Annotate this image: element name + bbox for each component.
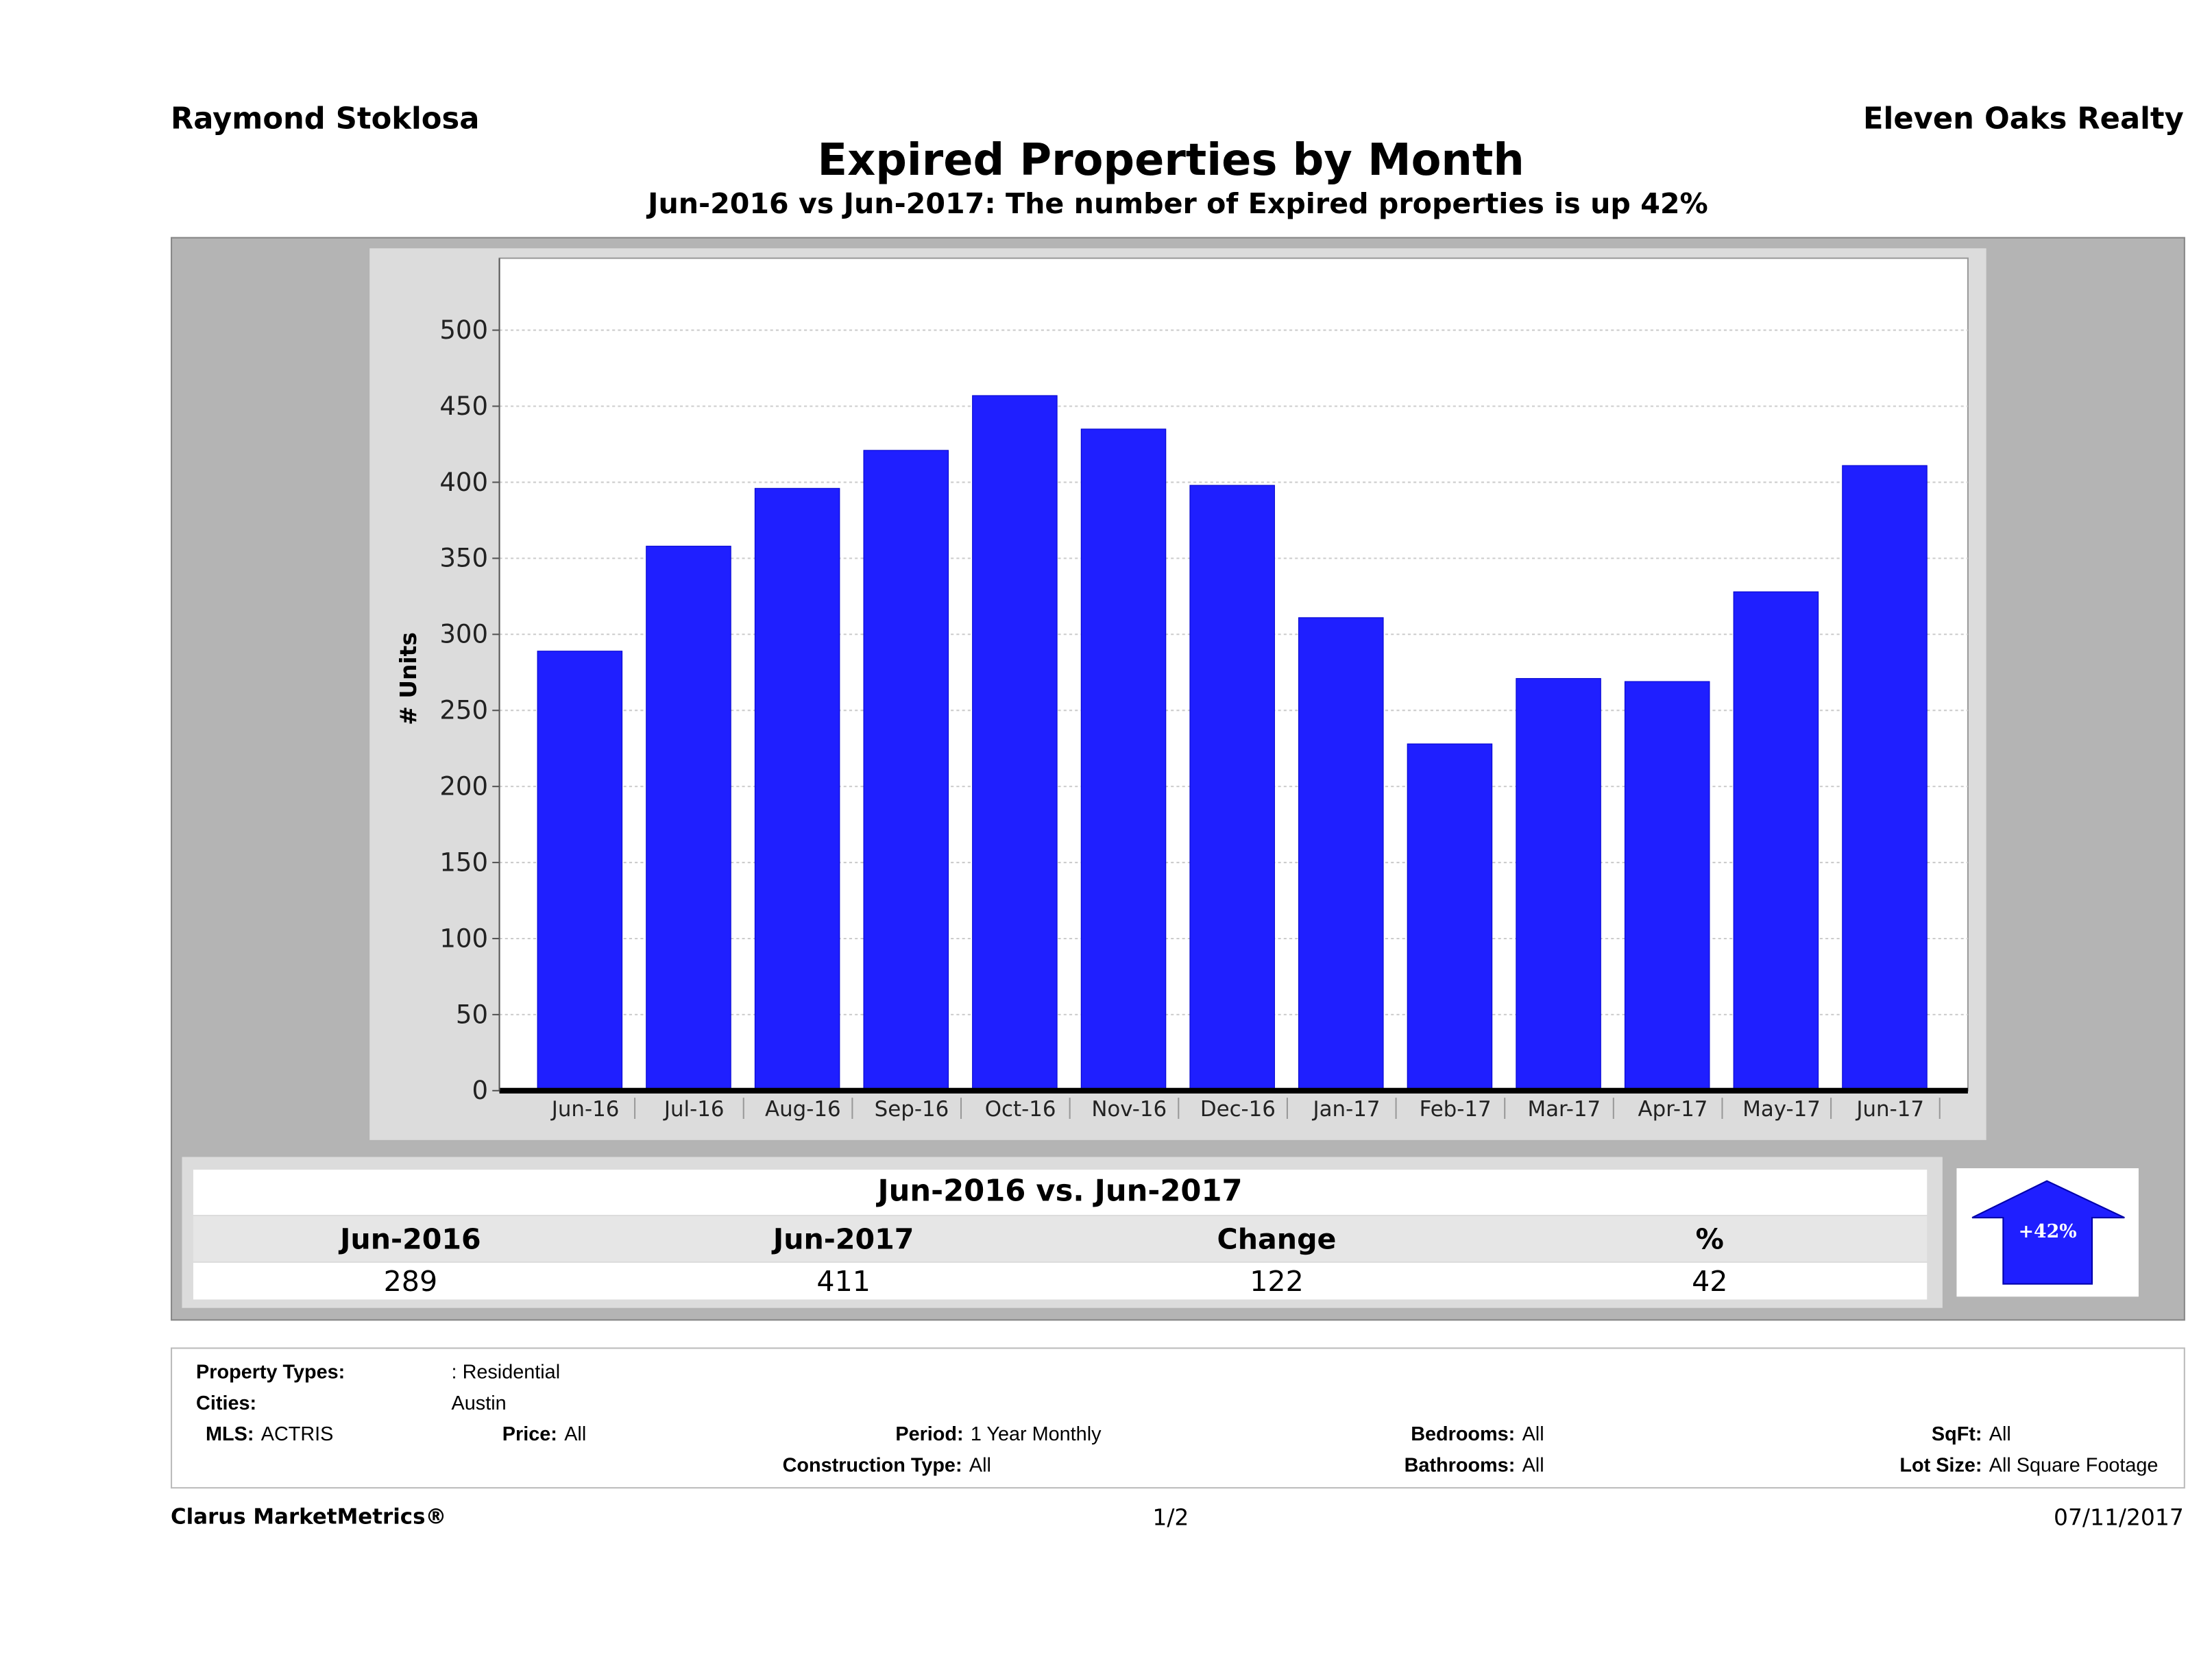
filter-criteria: Property Types: : Residential Cities: Au… xyxy=(171,1347,2185,1489)
bathrooms-filter: Bathrooms: All xyxy=(1405,1453,1544,1476)
y-tick-label: 200 xyxy=(439,771,488,801)
bar-jun-17 xyxy=(1842,465,1928,1091)
y-tick-label: 500 xyxy=(439,315,488,345)
value-jun-2017: 411 xyxy=(816,1264,871,1298)
y-tick-label: 400 xyxy=(439,468,488,497)
x-tick-label: Jan-17 xyxy=(1312,1097,1381,1122)
sqft-filter: SqFt: All xyxy=(1932,1422,2011,1445)
bar-dec-16 xyxy=(1189,485,1275,1091)
construction-type-filter: Construction Type: All xyxy=(783,1453,991,1476)
lot-size-label: Lot Size: xyxy=(1899,1453,1982,1476)
mls-label: MLS: xyxy=(206,1422,254,1445)
bar-feb-17 xyxy=(1407,743,1493,1091)
summary-header-row: Jun-2016 Jun-2017 Change % xyxy=(193,1216,1928,1261)
bar-mar-17 xyxy=(1516,678,1601,1091)
col-header-jun-2016: Jun-2016 xyxy=(340,1222,481,1256)
bedrooms-value: All xyxy=(1522,1422,1544,1445)
x-tick-label: Apr-17 xyxy=(1638,1097,1708,1122)
brokerage-name: Eleven Oaks Realty xyxy=(1863,101,2184,136)
construction-type-label: Construction Type: xyxy=(782,1453,962,1476)
y-tick-label: 350 xyxy=(439,544,488,573)
report-date: 07/11/2017 xyxy=(2053,1503,2184,1531)
cities-value: Austin xyxy=(451,1391,507,1414)
sqft-value: All xyxy=(1989,1422,2011,1445)
property-types-label: Property Types: xyxy=(196,1360,345,1383)
change-badge-label: +42% xyxy=(2018,1222,2077,1244)
bar-jan-17 xyxy=(1298,617,1384,1091)
bathrooms-label: Bathrooms: xyxy=(1404,1453,1516,1476)
agent-name: Raymond Stoklosa xyxy=(171,101,480,136)
price-value: All xyxy=(564,1422,587,1445)
value-percent: 42 xyxy=(1692,1264,1728,1298)
bedrooms-label: Bedrooms: xyxy=(1411,1422,1516,1445)
bar-chart: 0 50 100 150 200 250 300 350 400 450 500 # Units Jun… xyxy=(395,257,1969,1122)
period-label: Period: xyxy=(895,1422,964,1445)
y-tick-label: 150 xyxy=(439,847,488,877)
y-tick-label: 300 xyxy=(439,620,488,649)
mls-value: ACTRIS xyxy=(260,1422,334,1445)
x-tick-label: Mar-17 xyxy=(1527,1097,1601,1122)
mls-filter: MLS: ACTRIS xyxy=(206,1422,334,1445)
bar-jul-16 xyxy=(646,546,731,1091)
col-header-percent: % xyxy=(1695,1222,1724,1256)
lot-size-filter: Lot Size: All Square Footage xyxy=(1899,1453,2159,1476)
cities-label: Cities: xyxy=(196,1391,257,1414)
bar-jun-16 xyxy=(537,651,623,1091)
bar-nov-16 xyxy=(1080,428,1167,1091)
bar-aug-16 xyxy=(754,487,840,1091)
change-badge: +42% xyxy=(1956,1168,2139,1297)
col-header-change: Change xyxy=(1217,1222,1337,1256)
y-tick-label: 50 xyxy=(456,1000,488,1029)
col-header-jun-2017: Jun-2017 xyxy=(773,1222,914,1256)
summary-heading-row: Jun-2016 vs. Jun-2017 xyxy=(193,1170,1928,1215)
x-tick-label: May-17 xyxy=(1742,1097,1821,1122)
page-number: 1/2 xyxy=(1152,1503,1189,1531)
lot-size-value: All Square Footage xyxy=(1989,1453,2159,1476)
page-title: Expired Properties by Month xyxy=(817,135,1524,186)
price-filter: Price: All xyxy=(502,1422,587,1445)
period-filter: Period: 1 Year Monthly xyxy=(895,1422,1102,1445)
bar-sep-16 xyxy=(863,450,949,1091)
x-tick-label: Jul-16 xyxy=(663,1097,725,1122)
x-tick-label: Feb-17 xyxy=(1420,1097,1492,1122)
x-tick-label: Aug-16 xyxy=(765,1097,841,1122)
bar-may-17 xyxy=(1733,591,1819,1091)
y-tick-label: 0 xyxy=(472,1076,489,1105)
y-tick-label: 450 xyxy=(439,391,488,421)
sqft-label: SqFt: xyxy=(1931,1422,1982,1445)
page-subtitle: Jun-2016 vs Jun-2017: The number of Expi… xyxy=(648,186,1708,221)
x-tick-label: Jun-16 xyxy=(550,1097,620,1122)
x-tick-label: Jun-17 xyxy=(1855,1097,1924,1122)
bar-apr-17 xyxy=(1624,681,1710,1091)
footer-brand: Clarus MarketMetrics® xyxy=(171,1503,447,1530)
bar-oct-16 xyxy=(972,395,1058,1091)
bedrooms-filter: Bedrooms: All xyxy=(1411,1422,1544,1445)
bathrooms-value: All xyxy=(1522,1453,1544,1476)
y-axis-label: # Units xyxy=(395,632,422,725)
property-types-value: : Residential xyxy=(451,1360,561,1383)
period-value: 1 Year Monthly xyxy=(970,1422,1102,1445)
price-label: Price: xyxy=(502,1422,557,1445)
y-tick-label: 250 xyxy=(439,696,488,725)
up-arrow-icon xyxy=(1971,1180,2125,1285)
chart-container: 0 50 100 150 200 250 300 350 400 450 500 # Units Jun… xyxy=(369,248,1986,1140)
summary-value-row: 289 411 122 42 xyxy=(193,1262,1928,1300)
value-jun-2016: 289 xyxy=(383,1264,438,1298)
x-tick-label: Dec-16 xyxy=(1200,1097,1276,1122)
construction-type-value: All xyxy=(969,1453,991,1476)
summary-heading: Jun-2016 vs. Jun-2017 xyxy=(877,1174,1243,1208)
value-change: 122 xyxy=(1250,1264,1304,1298)
x-tick-label: Oct-16 xyxy=(985,1097,1056,1122)
x-tick-label: Nov-16 xyxy=(1091,1097,1167,1122)
x-tick-label: Sep-16 xyxy=(875,1097,949,1122)
y-tick-label: 100 xyxy=(439,923,488,953)
